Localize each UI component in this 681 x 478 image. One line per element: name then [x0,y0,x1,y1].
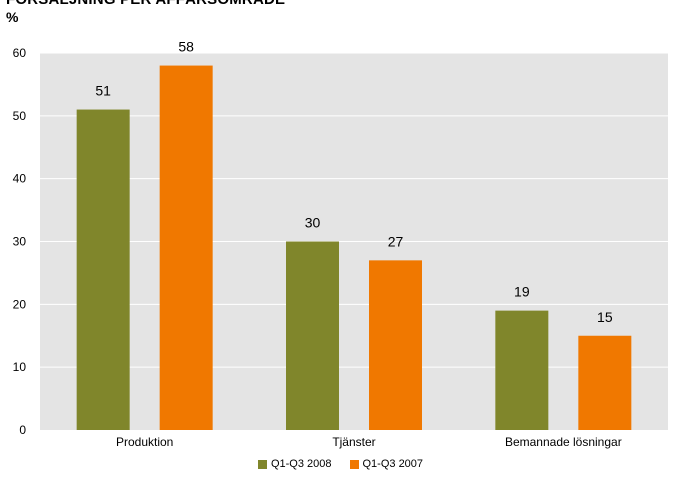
legend-label: Q1-Q3 2007 [362,458,424,470]
legend-swatch [257,459,267,469]
y-axis-ticks: 0 10 20 30 40 50 60 [13,46,27,437]
y-tick-label: 20 [13,297,27,311]
y-tick-label: 10 [13,360,27,374]
legend: Q1-Q3 2008 Q1-Q3 2007 [0,458,681,470]
y-tick-label: 60 [13,46,27,60]
y-axis-unit-label: % [6,9,19,25]
y-tick-label: 0 [19,423,26,437]
legend-swatch [349,459,359,469]
y-tick-label: 30 [13,235,27,249]
data-labels-group: 51 58 30 27 19 15 [95,39,612,325]
gridlines [40,52,668,368]
data-label: 15 [597,309,613,325]
x-tick-label: Bemannade lösningar [505,435,622,449]
x-tick-label: Produktion [116,435,173,449]
data-label: 19 [514,284,530,300]
bar [286,241,339,430]
bar [578,335,632,430]
data-label: 51 [95,83,111,99]
bar [76,109,130,431]
bar [495,310,549,430]
y-tick-label: 40 [13,172,27,186]
y-tick-label: 50 [13,109,27,123]
bar [369,260,422,430]
bar [159,65,213,431]
legend-item: Q1-Q3 2008 [257,458,332,470]
x-tick-label: Tjänster [332,435,375,449]
data-label: 58 [178,39,194,55]
data-label: 30 [305,215,321,231]
legend-item: Q1-Q3 2007 [349,458,424,470]
x-axis-ticks: Produktion Tjänster Bemannade lösningar [116,435,622,449]
legend-label: Q1-Q3 2008 [270,458,332,470]
bars-group [76,65,632,431]
chart-title: FÖRSÄLJNING PER AFFÄRSOMRÅDE [6,0,285,9]
data-label: 27 [388,233,404,249]
